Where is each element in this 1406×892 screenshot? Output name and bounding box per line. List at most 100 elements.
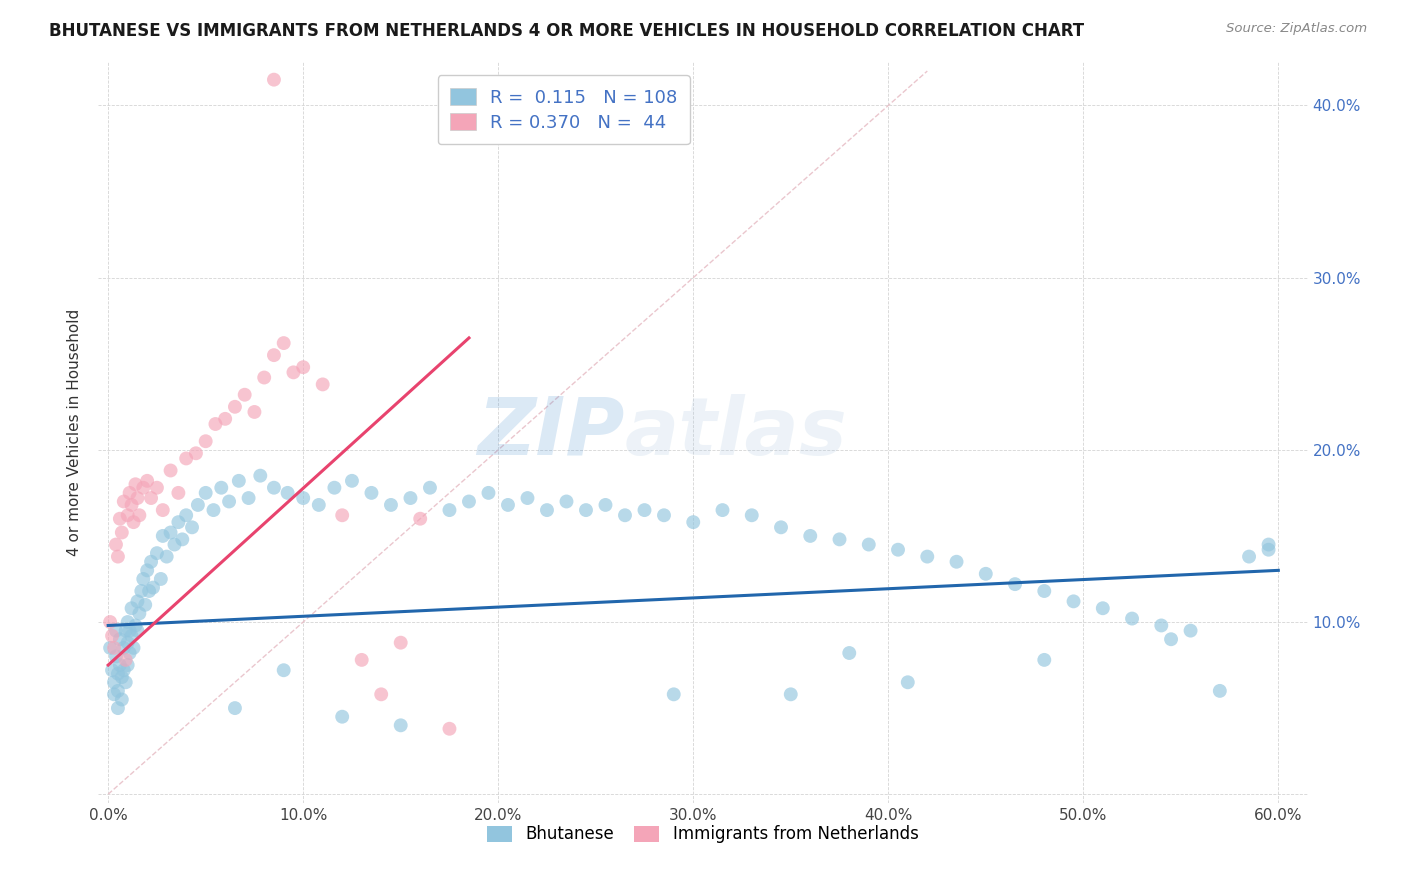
Point — [103, 687, 125, 701]
Point — [122, 515, 145, 529]
Point — [103, 640, 125, 655]
Point — [439, 503, 461, 517]
Point — [1180, 624, 1202, 638]
Point — [174, 451, 197, 466]
Point — [277, 486, 299, 500]
Point — [114, 675, 136, 690]
Point — [974, 566, 997, 581]
Point — [662, 687, 685, 701]
Point — [858, 537, 880, 551]
Point — [283, 365, 305, 379]
Point — [107, 684, 129, 698]
Point — [108, 658, 131, 673]
Point — [917, 549, 939, 564]
Point — [112, 663, 135, 677]
Point — [124, 618, 146, 632]
Point — [114, 624, 136, 638]
Point — [112, 640, 135, 655]
Point — [263, 348, 285, 362]
Point — [575, 503, 598, 517]
Point — [127, 491, 149, 505]
Point — [779, 687, 801, 701]
Point — [238, 491, 260, 505]
Point — [104, 649, 127, 664]
Point — [107, 701, 129, 715]
Point — [101, 629, 124, 643]
Point — [224, 400, 246, 414]
Point — [1033, 584, 1056, 599]
Text: Source: ZipAtlas.com: Source: ZipAtlas.com — [1226, 22, 1367, 36]
Point — [828, 533, 851, 547]
Point — [1257, 542, 1279, 557]
Point — [1091, 601, 1114, 615]
Point — [323, 481, 346, 495]
Point — [132, 481, 155, 495]
Point — [249, 468, 271, 483]
Point — [127, 624, 149, 638]
Point — [595, 498, 617, 512]
Point — [124, 477, 146, 491]
Point — [439, 722, 461, 736]
Point — [273, 663, 295, 677]
Point — [149, 572, 172, 586]
Point — [118, 624, 141, 638]
Point — [108, 632, 131, 647]
Point — [101, 663, 124, 677]
Point — [633, 503, 655, 517]
Point — [114, 653, 136, 667]
Point — [389, 718, 412, 732]
Point — [496, 498, 519, 512]
Point — [536, 503, 558, 517]
Point — [146, 481, 169, 495]
Point — [330, 709, 353, 723]
Point — [194, 486, 217, 500]
Point — [167, 515, 190, 529]
Point — [139, 555, 162, 569]
Legend: Bhutanese, Immigrants from Netherlands: Bhutanese, Immigrants from Netherlands — [481, 819, 925, 850]
Point — [172, 533, 194, 547]
Point — [340, 474, 363, 488]
Point — [159, 463, 181, 477]
Point — [1033, 653, 1056, 667]
Text: BHUTANESE VS IMMIGRANTS FROM NETHERLANDS 4 OR MORE VEHICLES IN HOUSEHOLD CORRELA: BHUTANESE VS IMMIGRANTS FROM NETHERLANDS… — [49, 22, 1084, 40]
Point — [174, 508, 197, 523]
Point — [128, 607, 150, 621]
Point — [273, 336, 295, 351]
Point — [243, 405, 266, 419]
Point — [1237, 549, 1260, 564]
Point — [1150, 618, 1173, 632]
Point — [218, 494, 240, 508]
Point — [112, 494, 135, 508]
Point — [139, 491, 162, 505]
Text: atlas: atlas — [624, 393, 848, 472]
Point — [107, 549, 129, 564]
Point — [167, 486, 190, 500]
Point — [228, 474, 250, 488]
Point — [121, 601, 143, 615]
Point — [107, 666, 129, 681]
Point — [263, 72, 285, 87]
Point — [111, 670, 134, 684]
Point — [1121, 611, 1143, 625]
Point — [184, 446, 207, 460]
Point — [516, 491, 538, 505]
Point — [181, 520, 204, 534]
Point — [209, 481, 232, 495]
Point — [1160, 632, 1182, 647]
Point — [224, 701, 246, 715]
Point — [128, 508, 150, 523]
Point — [127, 594, 149, 608]
Point — [263, 481, 285, 495]
Point — [330, 508, 353, 523]
Point — [477, 486, 499, 500]
Point — [555, 494, 578, 508]
Point — [117, 615, 139, 629]
Point — [163, 537, 186, 551]
Point — [117, 635, 139, 649]
Point — [652, 508, 675, 523]
Y-axis label: 4 or more Vehicles in Household: 4 or more Vehicles in Household — [67, 309, 83, 557]
Point — [104, 624, 127, 638]
Point — [202, 503, 225, 517]
Point — [122, 640, 145, 655]
Point — [360, 486, 382, 500]
